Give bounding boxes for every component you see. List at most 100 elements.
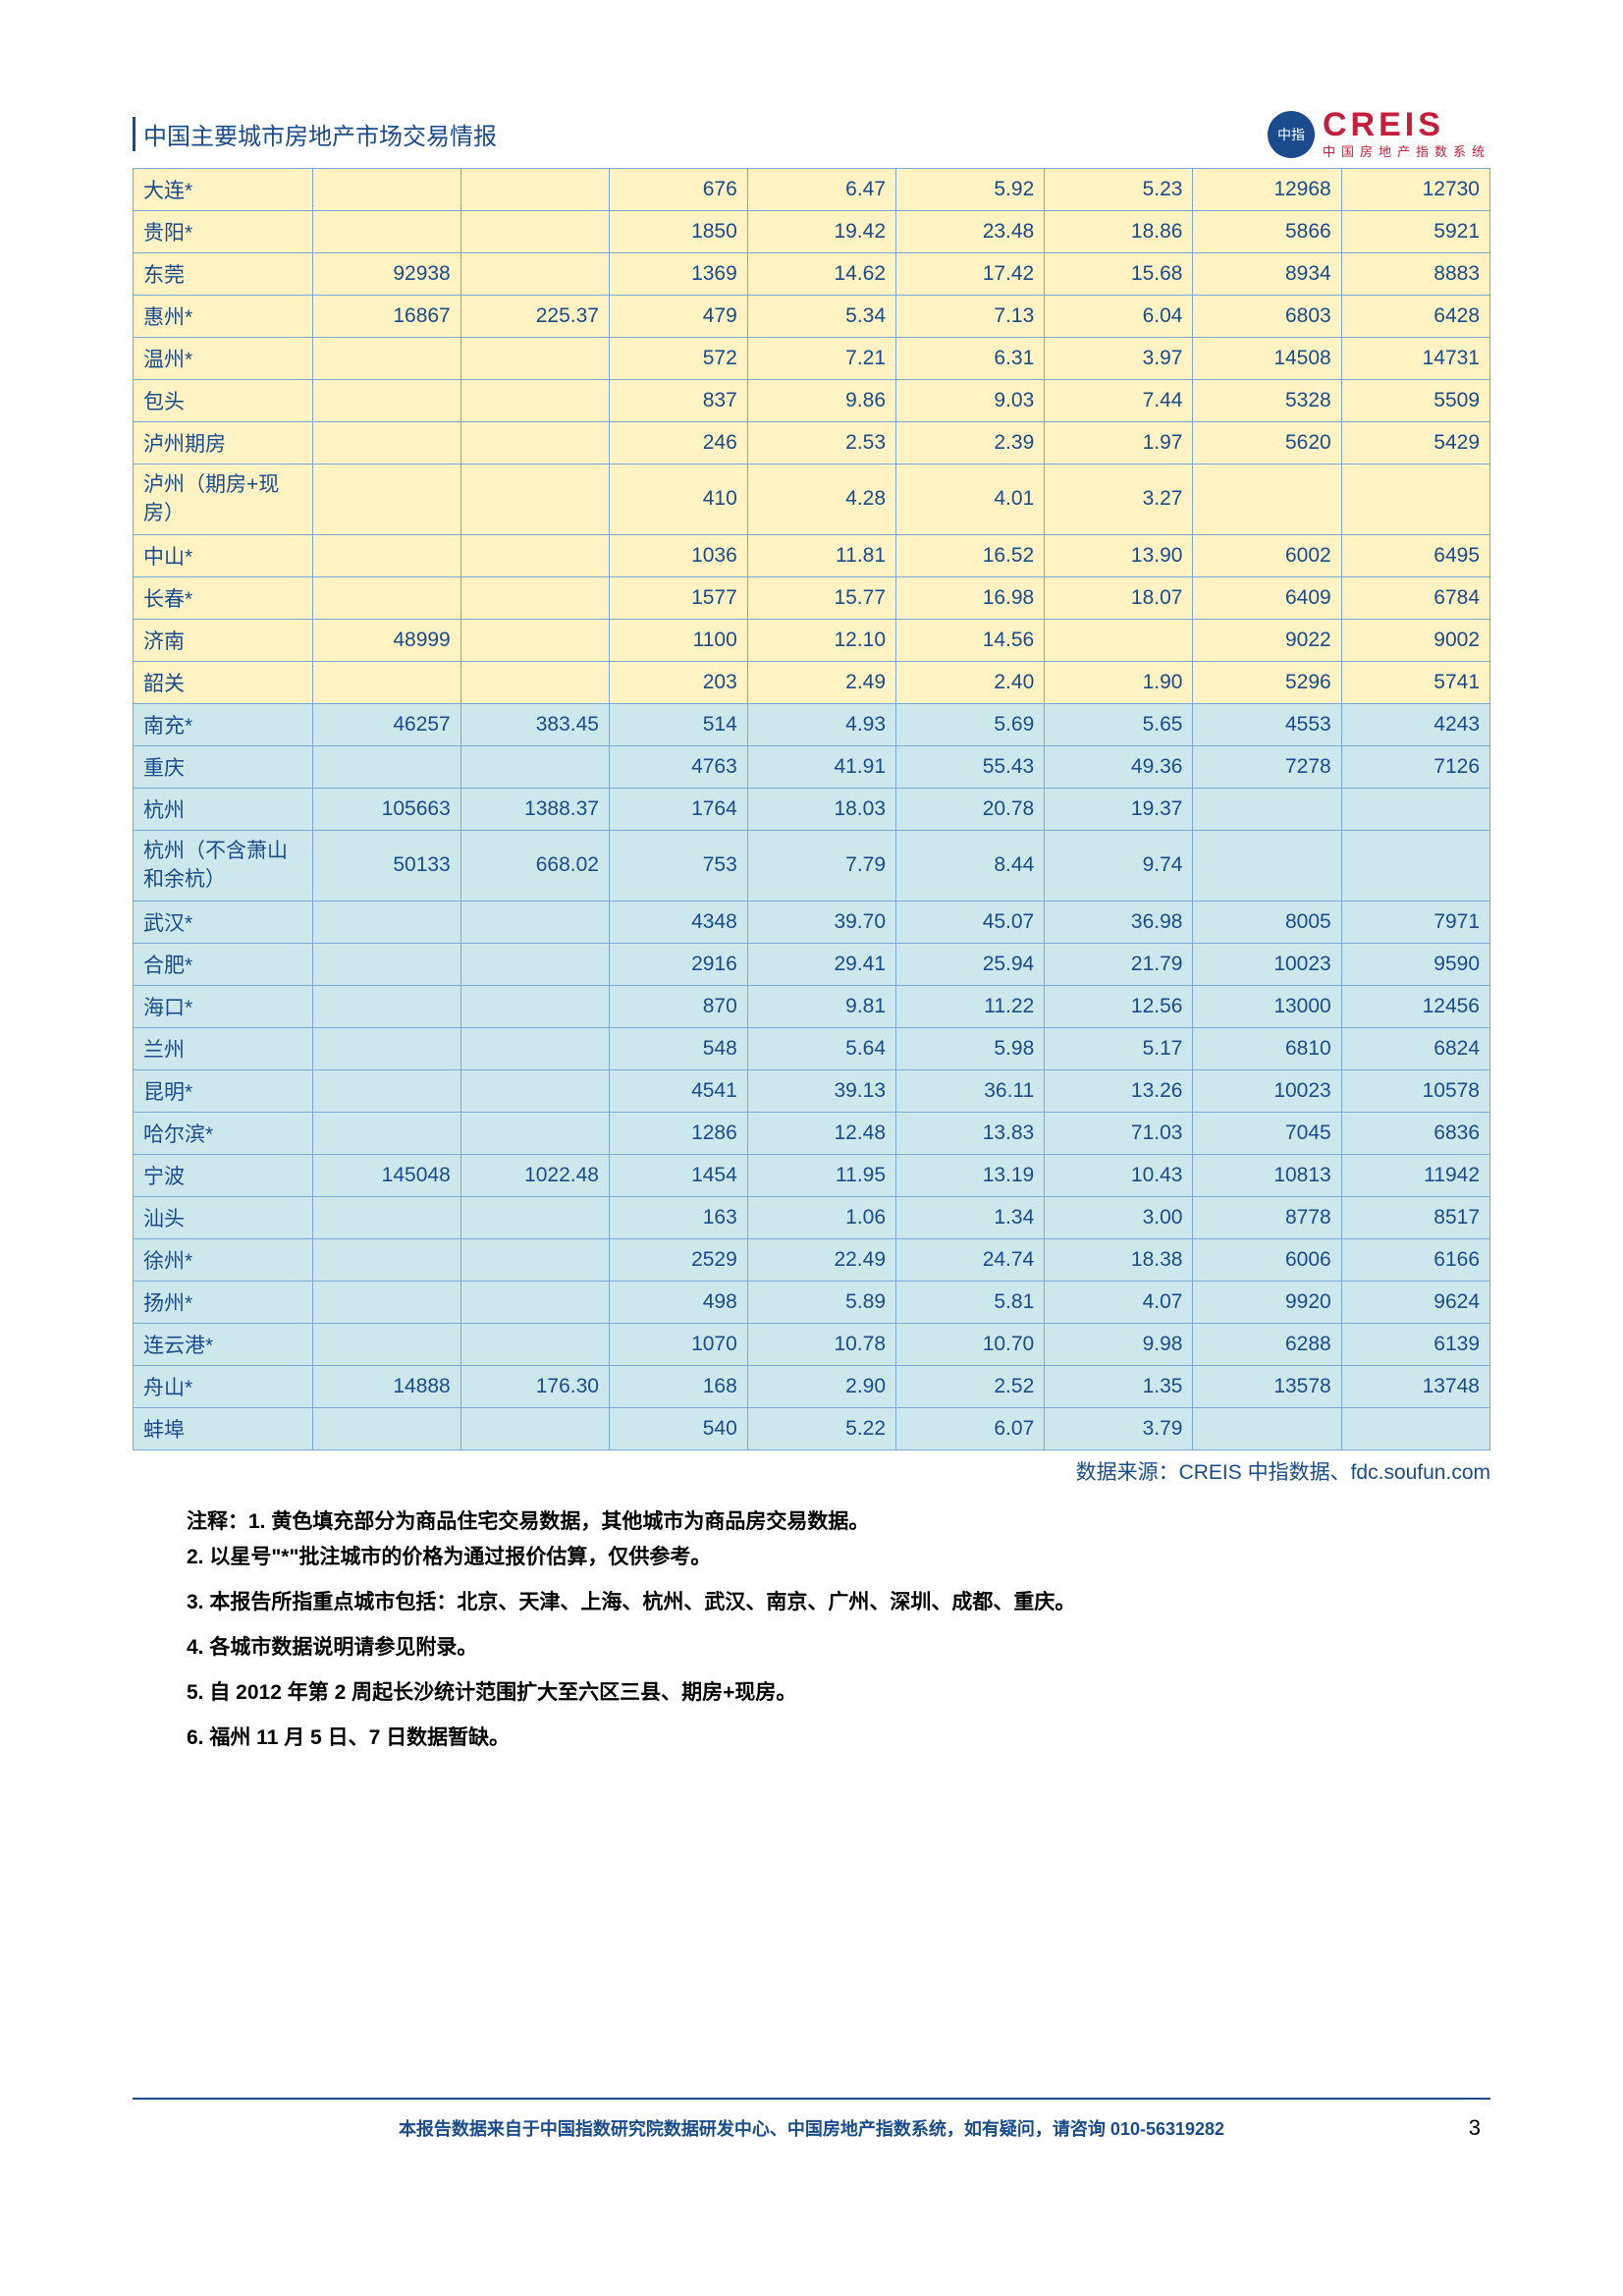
table-cell: 10.78 — [747, 1323, 895, 1365]
table-cell: 7.79 — [747, 830, 895, 901]
table-cell: 410 — [609, 465, 747, 535]
table-cell: 13.83 — [896, 1112, 1045, 1154]
table-cell — [312, 1112, 460, 1154]
table-cell: 4553 — [1193, 703, 1341, 745]
table-cell: 6.31 — [896, 338, 1045, 380]
table-cell — [460, 211, 609, 253]
table-cell — [312, 1196, 460, 1238]
table-row: 长春*157715.7716.9818.0764096784 — [134, 576, 1490, 619]
table-cell — [460, 901, 609, 943]
table-cell: 23.48 — [896, 211, 1045, 253]
table-row: 昆明*454139.1336.1113.261002310578 — [134, 1069, 1490, 1112]
table-cell: 203 — [609, 661, 747, 703]
table-cell: 5.65 — [1045, 703, 1193, 745]
table-row: 宁波1450481022.48145411.9513.1910.43108131… — [134, 1154, 1490, 1196]
table-cell: 548 — [609, 1027, 747, 1069]
table-cell: 13.26 — [1045, 1069, 1193, 1112]
table-cell — [312, 985, 460, 1027]
table-cell — [460, 1238, 609, 1281]
table-cell: 36.98 — [1045, 901, 1193, 943]
table-row: 包头8379.869.037.4453285509 — [134, 380, 1490, 422]
table-cell: 6810 — [1193, 1027, 1341, 1069]
table-cell — [460, 943, 609, 985]
table-cell: 5.64 — [747, 1027, 895, 1069]
table-cell — [460, 422, 609, 465]
table-row: 连云港*107010.7810.709.9862886139 — [134, 1323, 1490, 1365]
table-cell: 重庆 — [134, 745, 313, 788]
table-cell: 10.43 — [1045, 1154, 1193, 1196]
table-cell: 济南 — [134, 619, 313, 661]
table-cell: 5.92 — [896, 169, 1045, 211]
table-cell: 昆明* — [134, 1069, 313, 1112]
table-row: 惠州*16867225.374795.347.136.0468036428 — [134, 296, 1490, 338]
table-cell: 1.35 — [1045, 1365, 1193, 1407]
table-cell: 12968 — [1193, 169, 1341, 211]
table-cell: 10023 — [1193, 1069, 1341, 1112]
table-cell — [312, 661, 460, 703]
logo-sub-text: 中国房地产指数系统 — [1323, 141, 1490, 160]
table-cell: 3.27 — [1045, 465, 1193, 535]
table-cell: 1454 — [609, 1154, 747, 1196]
table-cell: 2.39 — [896, 422, 1045, 465]
table-cell: 5.23 — [1045, 169, 1193, 211]
table-cell: 21.79 — [1045, 943, 1193, 985]
table-cell: 92938 — [312, 253, 460, 296]
table-cell: 6784 — [1341, 576, 1489, 619]
table-cell: 5921 — [1341, 211, 1489, 253]
table-cell: 1850 — [609, 211, 747, 253]
table-cell — [460, 380, 609, 422]
table-cell: 6.04 — [1045, 296, 1193, 338]
table-cell: 7.44 — [1045, 380, 1193, 422]
table-cell: 武汉* — [134, 901, 313, 943]
table-cell: 5.89 — [747, 1281, 895, 1323]
table-cell: 14888 — [312, 1365, 460, 1407]
table-row: 扬州*4985.895.814.0799209624 — [134, 1281, 1490, 1323]
table-row: 韶关2032.492.401.9052965741 — [134, 661, 1490, 703]
table-cell — [1193, 1407, 1341, 1449]
logo-main-text: CREIS — [1323, 108, 1490, 141]
table-cell: 13.90 — [1045, 534, 1193, 576]
table-cell: 蚌埠 — [134, 1407, 313, 1449]
table-cell: 6409 — [1193, 576, 1341, 619]
table-cell: 1.97 — [1045, 422, 1193, 465]
note-item: 3. 本报告所指重点城市包括：北京、天津、上海、杭州、武汉、南京、广州、深圳、成… — [187, 1580, 1490, 1625]
table-cell — [460, 1281, 609, 1323]
table-cell: 1764 — [609, 788, 747, 830]
note-item: 1. 黄色填充部分为商品住宅交易数据，其他城市为商品房交易数据。 — [248, 1510, 869, 1533]
table-cell — [460, 1407, 609, 1449]
table-cell: 11.81 — [747, 534, 895, 576]
header-title: 中国主要城市房地产市场交易情报 — [133, 117, 497, 151]
table-cell — [312, 576, 460, 619]
table-cell — [460, 1323, 609, 1365]
table-row: 舟山*14888176.301682.902.521.351357813748 — [134, 1365, 1490, 1407]
table-cell: 汕头 — [134, 1196, 313, 1238]
table-cell: 39.70 — [747, 901, 895, 943]
table-cell — [312, 211, 460, 253]
table-cell: 50133 — [312, 830, 460, 901]
logo-badge-icon: 中指 — [1268, 111, 1315, 158]
table-cell: 9920 — [1193, 1281, 1341, 1323]
table-cell: 15.68 — [1045, 253, 1193, 296]
table-row: 兰州5485.645.985.1768106824 — [134, 1027, 1490, 1069]
table-cell: 870 — [609, 985, 747, 1027]
table-cell: 6803 — [1193, 296, 1341, 338]
table-cell: 1369 — [609, 253, 747, 296]
table-cell: 4.01 — [896, 465, 1045, 535]
table-cell: 5866 — [1193, 211, 1341, 253]
table-cell: 6006 — [1193, 1238, 1341, 1281]
table-cell: 兰州 — [134, 1027, 313, 1069]
table-cell: 5509 — [1341, 380, 1489, 422]
table-cell: 45.07 — [896, 901, 1045, 943]
table-cell: 5620 — [1193, 422, 1341, 465]
table-cell: 10813 — [1193, 1154, 1341, 1196]
footer-divider — [133, 2098, 1490, 2100]
table-cell — [1193, 788, 1341, 830]
table-cell: 8.44 — [896, 830, 1045, 901]
table-cell — [460, 661, 609, 703]
table-cell: 18.38 — [1045, 1238, 1193, 1281]
table-cell: 1022.48 — [460, 1154, 609, 1196]
table-cell: 18.07 — [1045, 576, 1193, 619]
table-cell: 837 — [609, 380, 747, 422]
table-cell — [312, 422, 460, 465]
table-row: 杭州1056631388.37176418.0320.7819.37 — [134, 788, 1490, 830]
